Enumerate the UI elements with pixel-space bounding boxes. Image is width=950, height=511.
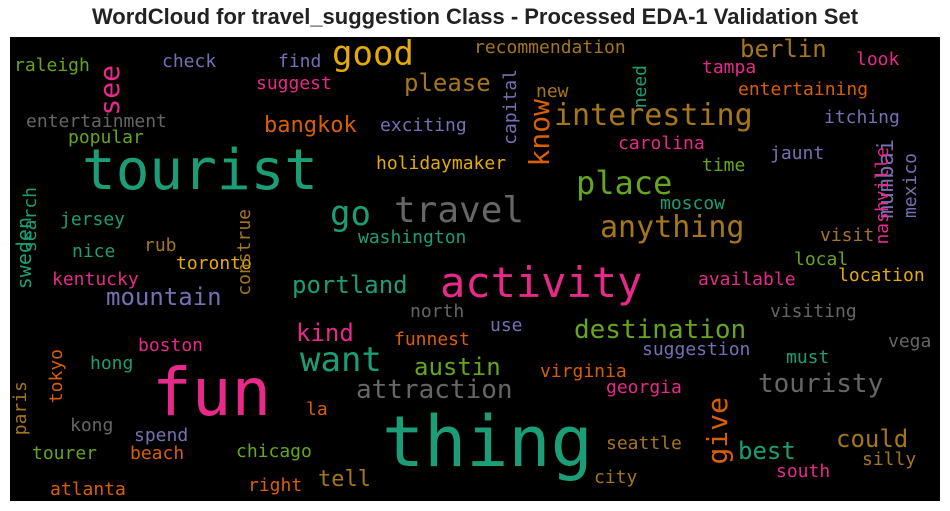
word-rub: rub	[144, 235, 177, 256]
word-tourist: tourist	[82, 138, 319, 203]
word-entertaining: entertaining	[738, 79, 869, 100]
word-hong: hong	[90, 353, 134, 374]
word-need: need	[630, 65, 651, 109]
word-kind: kind	[296, 319, 354, 347]
word-mountain: mountain	[106, 283, 222, 311]
word-seattle: seattle	[606, 433, 682, 454]
word-holidaymaker: holidaymaker	[376, 153, 507, 174]
word-jersey: jersey	[60, 209, 126, 230]
word-want: want	[300, 340, 382, 380]
word-jaunt: jaunt	[770, 143, 825, 164]
word-travel: travel	[394, 190, 525, 231]
word-carolina: carolina	[618, 133, 705, 154]
word-tampa: tampa	[702, 57, 757, 78]
word-mexico: mexico	[900, 153, 921, 219]
word-north: north	[410, 301, 465, 322]
word-boston: boston	[138, 335, 204, 356]
word-kentucky: kentucky	[52, 269, 139, 290]
word-toronto: toronto	[176, 253, 252, 274]
word-look: look	[856, 49, 900, 70]
word-tell: tell	[318, 467, 371, 492]
word-itching: itching	[824, 107, 900, 128]
word-place: place	[576, 164, 673, 202]
word-tokyo: tokyo	[46, 349, 67, 404]
word-visit: visit	[820, 225, 875, 246]
word-moscow: moscow	[660, 193, 726, 214]
word-popular: popular	[68, 127, 144, 148]
word-entertainment: entertainment	[26, 111, 167, 132]
word-la: la	[306, 399, 328, 420]
word-time: time	[702, 155, 746, 176]
word-spend: spend	[134, 425, 189, 446]
word-go: go	[330, 194, 371, 234]
word-exciting: exciting	[380, 115, 467, 136]
word-location: location	[838, 265, 925, 286]
word-austin: austin	[414, 353, 501, 381]
word-touristy: touristy	[758, 369, 884, 399]
word-tourer: tourer	[32, 443, 98, 464]
word-city: city	[594, 467, 638, 488]
word-good: good	[332, 37, 414, 74]
word-berlin: berlin	[740, 37, 827, 63]
word-check: check	[162, 51, 217, 72]
word-interesting: interesting	[554, 98, 753, 133]
word-best: best	[738, 437, 796, 465]
word-please: please	[404, 69, 491, 97]
word-construe: construe	[234, 209, 255, 296]
chart-title: WordCloud for travel_suggestion Class - …	[91, 4, 859, 29]
word-search: search	[20, 187, 41, 253]
word-attraction: attraction	[356, 375, 513, 405]
word-suggestion: suggestion	[642, 339, 751, 360]
word-silly: silly	[862, 449, 917, 470]
word-raleigh: raleigh	[14, 55, 90, 76]
word-washington: washington	[358, 227, 467, 248]
word-see: see	[93, 65, 126, 116]
word-anything: anything	[600, 210, 745, 245]
word-know: know	[523, 99, 556, 167]
word-chicago: chicago	[236, 441, 312, 462]
word-south: south	[776, 461, 831, 482]
word-recommendation: recommendation	[474, 37, 626, 58]
word-vega: vega	[888, 331, 932, 352]
word-new: new	[536, 81, 569, 102]
word-local: local	[794, 249, 849, 270]
word-available: available	[698, 269, 796, 290]
word-nashville: nashville	[872, 147, 893, 245]
word-beach: beach	[130, 443, 185, 464]
word-could: could	[836, 425, 909, 453]
word-visiting: visiting	[770, 301, 857, 322]
word-cloud: thing fun tourist activity travel good place go…	[10, 37, 940, 501]
word-virginia: virginia	[540, 361, 627, 382]
word-right: right	[248, 475, 303, 496]
word-fun: fun	[152, 354, 272, 431]
word-atlanta: atlanta	[50, 479, 126, 500]
word-use: use	[490, 315, 523, 336]
word-funnest: funnest	[394, 329, 470, 350]
word-portland: portland	[292, 271, 408, 299]
word-georgia: georgia	[606, 377, 682, 398]
word-thing: thing	[382, 401, 593, 483]
word-paris: paris	[10, 381, 31, 436]
word-find: find	[278, 51, 322, 72]
word-kong: kong	[70, 415, 114, 436]
word-nice: nice	[72, 241, 116, 262]
word-give: give	[701, 397, 734, 465]
word-bangkok: bangkok	[264, 113, 357, 138]
word-capital: capital	[500, 69, 521, 145]
word-destination: destination	[574, 315, 747, 345]
word-must: must	[786, 347, 830, 368]
word-activity: activity	[440, 258, 643, 307]
word-suggest: suggest	[256, 73, 332, 94]
